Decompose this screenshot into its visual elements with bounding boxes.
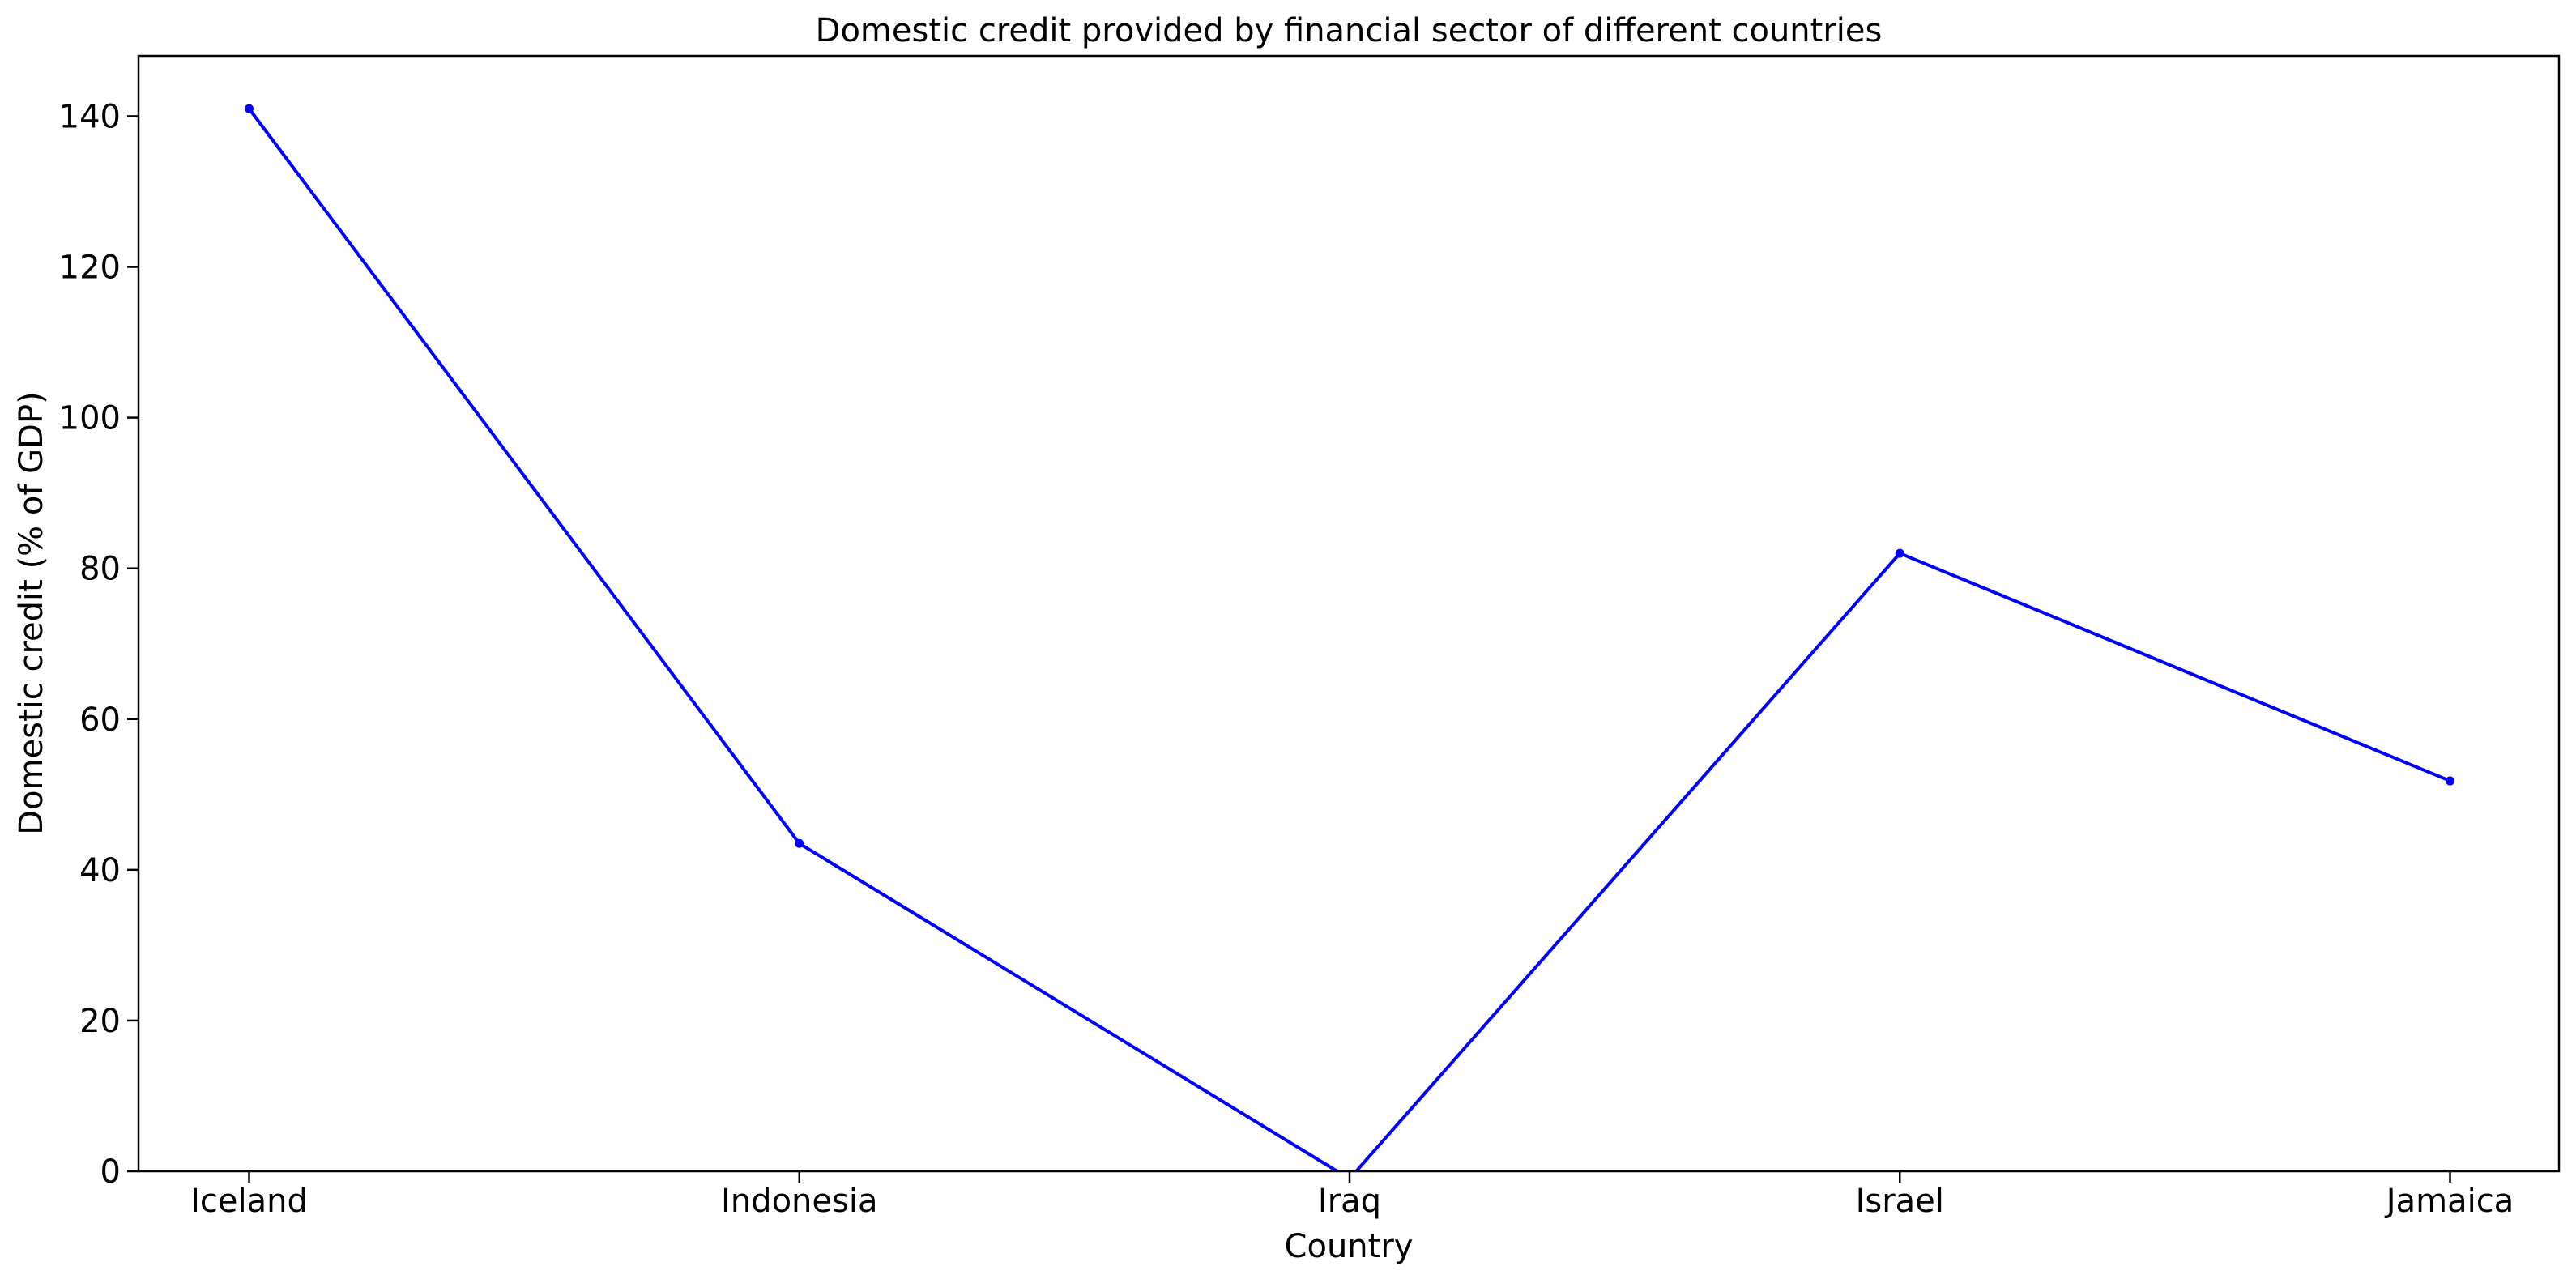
y-tick-label: 60	[79, 701, 121, 739]
y-tick-label: 100	[59, 400, 121, 437]
y-tick-label: 80	[79, 551, 121, 588]
data-point	[1895, 548, 1904, 558]
y-tick-label: 20	[79, 1003, 121, 1040]
chart-title: Domestic credit provided by financial se…	[816, 12, 1883, 49]
x-tick-label: Iraq	[1318, 1183, 1381, 1220]
x-tick-label: Israel	[1856, 1183, 1944, 1220]
x-tick-label: Indonesia	[721, 1183, 877, 1220]
x-tick-label: Jamaica	[2384, 1183, 2514, 1220]
series-layer	[245, 104, 2454, 1171]
y-tick-label: 40	[79, 852, 121, 889]
y-tick-label: 120	[59, 249, 121, 287]
y-tick-label: 140	[59, 98, 121, 135]
data-point	[795, 838, 804, 848]
y-tick-label: 0	[100, 1153, 121, 1191]
x-axis-label: Country	[1285, 1228, 1414, 1265]
x-tick-label: Iceland	[190, 1183, 308, 1220]
y-axis-ticks: 0 20 40 60 80 100 120 140	[59, 98, 139, 1191]
series-line	[247, 107, 2451, 1171]
y-axis-label: Domestic credit (% of GDP)	[13, 391, 50, 834]
data-point	[2446, 776, 2454, 786]
x-axis-ticks: Iceland Indonesia Iraq Israel Jamaica	[190, 1171, 2514, 1220]
data-point	[245, 104, 254, 113]
plot-frame	[137, 54, 2561, 1173]
